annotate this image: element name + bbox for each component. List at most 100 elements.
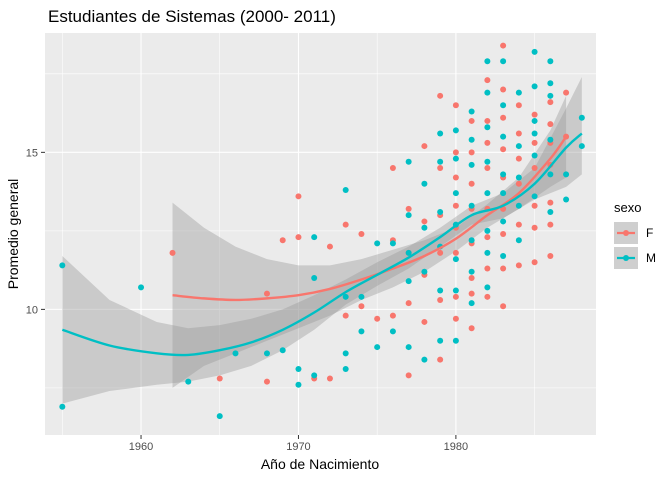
data-point-M xyxy=(468,237,475,244)
data-point-M xyxy=(437,130,444,137)
data-point-M xyxy=(405,158,412,165)
data-point-F xyxy=(500,231,507,237)
data-point-M xyxy=(185,378,192,385)
data-point-M xyxy=(452,155,459,162)
data-point-M xyxy=(342,293,349,300)
data-point-F xyxy=(500,265,507,272)
data-point-F xyxy=(484,293,491,300)
data-point-F xyxy=(531,165,538,172)
data-point-F xyxy=(515,180,522,187)
data-point-F xyxy=(452,315,459,322)
data-point-M xyxy=(500,218,507,225)
data-point-M xyxy=(216,413,223,420)
confidence-band-M xyxy=(62,76,582,404)
data-point-F xyxy=(531,111,538,118)
data-point-F xyxy=(484,139,491,146)
data-point-M xyxy=(531,83,538,90)
data-point-M xyxy=(500,190,507,197)
data-point-F xyxy=(437,249,444,256)
data-point-M xyxy=(515,174,522,181)
y-tick-label: 15 xyxy=(26,147,38,159)
data-point-F xyxy=(342,221,349,228)
data-point-M xyxy=(515,143,522,150)
data-point-M xyxy=(531,130,538,137)
data-point-F xyxy=(295,193,302,200)
data-point-M xyxy=(311,372,318,379)
x-axis-title: Año de Nacimiento xyxy=(261,456,380,472)
data-point-M xyxy=(547,58,554,65)
data-point-M xyxy=(468,136,475,143)
data-point-F xyxy=(452,249,459,256)
legend-label-F: F xyxy=(646,226,653,240)
x-tick-label: 1960 xyxy=(129,441,153,453)
data-point-M xyxy=(547,136,554,143)
data-point-F xyxy=(500,42,507,49)
data-point-F xyxy=(515,221,522,228)
data-point-F xyxy=(452,149,459,156)
grid-lines xyxy=(45,33,596,435)
data-point-F xyxy=(547,199,554,206)
data-point-F xyxy=(405,300,412,307)
data-point-F xyxy=(216,375,223,382)
data-point-F xyxy=(358,303,365,310)
data-point-F xyxy=(452,174,459,181)
data-point-F xyxy=(374,315,381,322)
data-point-M xyxy=(311,234,318,241)
data-point-M xyxy=(437,337,444,344)
data-point-M xyxy=(421,180,428,187)
data-point-F xyxy=(563,89,570,96)
data-point-M xyxy=(452,190,459,197)
data-point-F xyxy=(468,325,475,332)
data-point-M xyxy=(515,202,522,209)
legend-marker-F xyxy=(623,230,629,236)
data-point-F xyxy=(452,102,459,109)
data-point-F xyxy=(515,102,522,109)
data-point-M xyxy=(405,344,412,351)
data-point-F xyxy=(263,378,270,385)
data-point-M xyxy=(437,287,444,294)
legend-title: sexo xyxy=(614,200,641,215)
data-point-F xyxy=(468,180,475,187)
data-point-M xyxy=(547,80,554,87)
data-point-F xyxy=(279,237,286,244)
legend-marker-M xyxy=(623,255,629,261)
data-point-M xyxy=(484,284,491,291)
smooth-line-M xyxy=(61,132,583,357)
x-tick-label: 1970 xyxy=(286,441,310,453)
data-point-F xyxy=(468,290,475,297)
data-point-M xyxy=(452,337,459,344)
data-point-M xyxy=(437,209,444,216)
data-point-M xyxy=(500,58,507,65)
data-point-F xyxy=(531,224,538,231)
data-point-F xyxy=(421,218,428,225)
data-point-F xyxy=(421,143,428,150)
axis-ticks: 1960 1970 1980 10 15 xyxy=(26,147,468,453)
data-point-M xyxy=(405,249,412,256)
data-point-M xyxy=(468,202,475,209)
data-point-M xyxy=(405,212,412,219)
data-point-F xyxy=(531,139,538,146)
data-point-F xyxy=(452,202,459,209)
data-point-M xyxy=(531,193,538,200)
confidence-bands xyxy=(62,76,582,404)
data-point-F xyxy=(547,252,554,259)
data-points xyxy=(59,42,585,420)
data-point-M xyxy=(563,171,570,178)
data-point-M xyxy=(405,278,412,285)
data-point-M xyxy=(342,187,349,194)
data-point-F xyxy=(263,290,270,297)
data-point-M xyxy=(263,350,270,357)
data-point-F xyxy=(547,121,554,128)
data-point-M xyxy=(547,209,554,216)
data-point-M xyxy=(547,92,554,99)
y-axis-title: Promedio general xyxy=(5,179,21,290)
data-point-M xyxy=(342,350,349,357)
data-point-F xyxy=(389,165,396,172)
data-point-F xyxy=(515,130,522,137)
confidence-band-F xyxy=(172,95,567,388)
data-point-M xyxy=(342,366,349,373)
data-point-M xyxy=(232,350,239,357)
data-point-M xyxy=(468,108,475,115)
data-point-F xyxy=(295,234,302,241)
